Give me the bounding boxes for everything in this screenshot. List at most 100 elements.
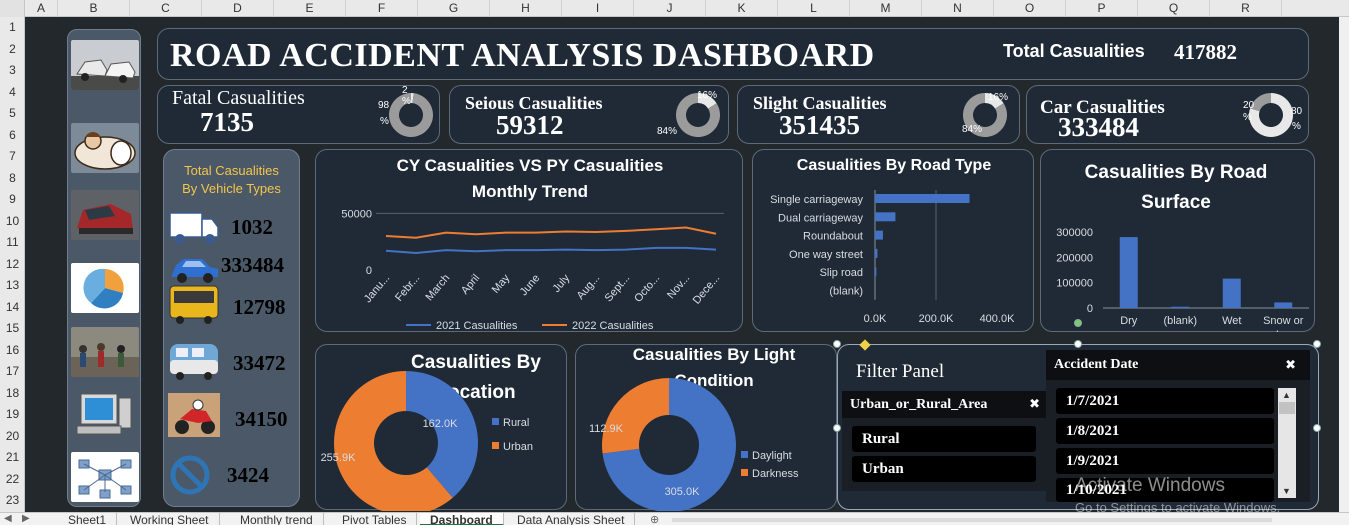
row-header[interactable]: 18: [5, 385, 20, 400]
kpi-slight-label: Slight Casualities: [753, 93, 887, 113]
row-header[interactable]: 19: [5, 407, 20, 421]
date-item[interactable]: 1/8/2021: [1056, 418, 1274, 444]
x-tick-label: 400.0K: [980, 313, 1016, 325]
row-header[interactable]: 2: [9, 41, 16, 56]
legend-darkness-swatch: [741, 469, 748, 476]
clear-date-filter-icon[interactable]: ✖: [1285, 357, 1296, 372]
row-header[interactable]: 6: [9, 127, 16, 142]
legend-daylight-label: Daylight: [752, 450, 792, 462]
row-header[interactable]: 12: [5, 256, 20, 271]
tab-data-analysis-sheet[interactable]: Data Analysis Sheet: [507, 513, 636, 525]
row-header[interactable]: 10: [5, 213, 20, 228]
vertical-scrollbar[interactable]: [1339, 17, 1349, 512]
row-header[interactable]: 23: [5, 493, 20, 507]
vehicle-value-van: 33472: [233, 351, 286, 375]
row-header[interactable]: 3: [9, 63, 16, 77]
horizontal-scrollbar[interactable]: [672, 518, 1272, 522]
resize-handle[interactable]: [1074, 340, 1082, 348]
kpi-serious-card: Seious Casualities 59312 16% 84%: [449, 85, 729, 144]
tab-scroll-right-icon[interactable]: ▶: [22, 513, 30, 524]
tab-sheet1[interactable]: Sheet1: [58, 513, 118, 525]
x-tick-label: Snow or: [1263, 315, 1304, 327]
row-header[interactable]: 17: [5, 364, 20, 378]
column-header[interactable]: I: [562, 0, 634, 17]
road-type-bar: [875, 212, 896, 222]
category-label: (blank): [829, 286, 863, 298]
column-header[interactable]: L: [778, 0, 850, 17]
kpi-fatal-value: 7135: [200, 107, 254, 137]
column-header[interactable]: P: [1066, 0, 1138, 17]
column-header[interactable]: K: [706, 0, 778, 17]
column-header[interactable]: A: [25, 0, 58, 17]
area-slicer-header: Urban_or_Rural_Area: [842, 391, 1046, 418]
wrecked-car-image: [71, 190, 139, 240]
column-header[interactable]: Q: [1138, 0, 1210, 17]
vehicle-value-motorcycle: 34150: [235, 407, 288, 431]
x-tick-label: Dry: [1120, 315, 1138, 327]
column-header[interactable]: O: [994, 0, 1066, 17]
rotate-handle[interactable]: [1074, 319, 1082, 327]
tab-pivot-tables[interactable]: Pivot Tables: [332, 513, 418, 525]
date-slicer-scrollbar[interactable]: ▲ ▼: [1278, 388, 1296, 498]
column-header[interactable]: G: [418, 0, 490, 17]
scroll-thumb[interactable]: [1279, 402, 1295, 414]
resize-handle[interactable]: [1313, 424, 1321, 432]
resize-handle[interactable]: [833, 340, 841, 348]
title-banner: ROAD ACCIDENT ANALYSIS DASHBOARD Total C…: [157, 28, 1309, 80]
row-header[interactable]: 21: [5, 450, 20, 464]
kpi-donut-slice-rest: [1250, 93, 1271, 112]
resize-handle[interactable]: [1313, 340, 1321, 348]
column-header[interactable]: H: [490, 0, 562, 17]
road-surface-panel: Casualities By Road Surface 300000 200000…: [1040, 149, 1315, 332]
rural-slice: [406, 371, 478, 498]
date-item[interactable]: 1/9/2021: [1056, 448, 1274, 474]
area-item-urban[interactable]: Urban: [852, 456, 1036, 482]
legend-urban-swatch: [492, 442, 499, 449]
column-header[interactable]: E: [274, 0, 346, 17]
tab-scroll-left-icon[interactable]: ◀: [4, 513, 12, 524]
row-header[interactable]: 9: [9, 192, 16, 206]
column-header[interactable]: R: [1210, 0, 1282, 17]
tab-monthly-trend[interactable]: Monthly trend: [230, 513, 324, 525]
clear-filter-icon[interactable]: ✖: [1029, 396, 1040, 411]
row-header[interactable]: 14: [5, 299, 20, 314]
row-header[interactable]: 5: [9, 106, 16, 120]
legend-daylight-swatch: [741, 451, 748, 458]
row-header[interactable]: 1: [9, 20, 16, 34]
category-label: Roundabout: [803, 231, 863, 243]
column-header[interactable]: N: [922, 0, 994, 17]
kpi-fatal-donut: [389, 93, 433, 137]
activate-windows-hint: Go to Settings to activate Windows.: [1075, 500, 1281, 512]
column-header[interactable]: F: [346, 0, 418, 17]
add-sheet-icon[interactable]: ⊕: [650, 514, 660, 525]
row-header[interactable]: 8: [9, 170, 16, 185]
row-header[interactable]: 11: [6, 235, 19, 249]
total-casualities-label: Total Casualities: [1003, 41, 1145, 61]
resize-handle[interactable]: [833, 424, 841, 432]
van-icon: [170, 344, 218, 380]
tab-working-sheet[interactable]: Working Sheet: [120, 513, 220, 525]
scroll-down-icon[interactable]: ▼: [1282, 486, 1291, 496]
area-item-rural[interactable]: Rural: [852, 426, 1036, 452]
vehicle-types-title-line2: By Vehicle Types: [182, 181, 281, 196]
column-header[interactable]: D: [202, 0, 274, 17]
column-header[interactable]: C: [130, 0, 202, 17]
date-item[interactable]: 1/10/2021: [1056, 478, 1274, 502]
vehicle-types-title-line1: Total Casualities: [184, 163, 279, 178]
date-item[interactable]: 1/7/2021: [1056, 388, 1274, 414]
x-tick-label: Febr...: [393, 272, 422, 304]
scroll-up-icon[interactable]: ▲: [1282, 390, 1291, 400]
row-header[interactable]: 16: [5, 342, 20, 357]
row-header[interactable]: 22: [5, 471, 20, 486]
row-header[interactable]: 20: [5, 428, 20, 443]
column-header[interactable]: J: [634, 0, 706, 17]
column-header[interactable]: M: [850, 0, 922, 17]
row-header[interactable]: 13: [5, 278, 20, 292]
tab-dashboard[interactable]: Dashboard: [420, 513, 504, 525]
legend-rural-swatch: [492, 418, 499, 425]
select-all-corner[interactable]: [0, 0, 25, 17]
column-header[interactable]: B: [58, 0, 130, 17]
row-header[interactable]: 4: [9, 84, 16, 99]
row-header[interactable]: 7: [9, 149, 16, 163]
row-header[interactable]: 15: [5, 321, 20, 335]
